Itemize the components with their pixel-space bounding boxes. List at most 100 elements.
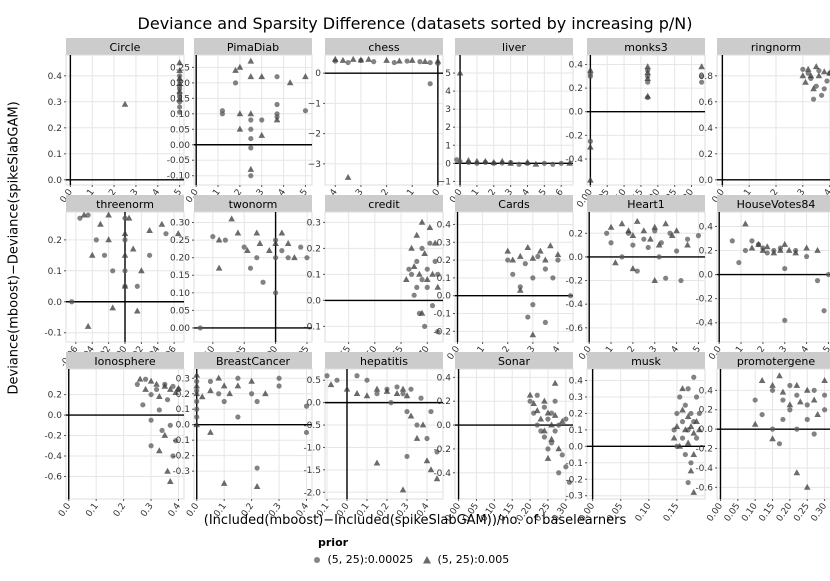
- data-point-circle: [656, 254, 662, 260]
- y-tick-label: -0.1: [172, 436, 190, 446]
- data-point-circle: [303, 429, 310, 436]
- data-point-triangle: [258, 73, 266, 80]
- plot-area: [324, 211, 444, 343]
- data-point-triangle: [687, 422, 695, 429]
- data-point-circle: [248, 145, 254, 151]
- data-point-triangle: [758, 377, 766, 384]
- data-point-circle: [435, 329, 441, 335]
- data-point-circle: [641, 236, 647, 242]
- y-tick-label: 0.4: [699, 386, 714, 396]
- data-point-circle: [414, 284, 420, 290]
- panel-monks3: monks3-0.4-0.20.00.20.40.000.050.100.150…: [565, 38, 706, 210]
- panel-title: threenorm: [96, 198, 154, 211]
- data-point-circle: [804, 402, 810, 408]
- data-point-circle: [663, 275, 669, 281]
- data-point-triangle: [473, 157, 481, 164]
- data-point-circle: [424, 284, 430, 290]
- data-point-circle: [804, 416, 810, 423]
- data-point-circle: [285, 255, 291, 261]
- data-point-circle: [604, 230, 610, 236]
- y-tick-label: 0.3: [437, 238, 451, 248]
- data-point-triangle: [172, 388, 180, 395]
- data-point-circle: [408, 271, 415, 277]
- data-point-triangle: [407, 412, 415, 419]
- data-point-circle: [274, 74, 280, 80]
- y-tick-label: 3: [445, 105, 451, 115]
- panel-strip: [66, 195, 184, 212]
- panel-title: hepatitis: [360, 355, 408, 368]
- y-tick-label: 0.2: [437, 256, 451, 266]
- panel-title: HouseVotes84: [737, 198, 816, 211]
- data-point-triangle: [651, 276, 659, 283]
- data-point-triangle: [226, 390, 233, 397]
- data-point-triangle: [690, 488, 698, 495]
- data-point-circle: [304, 255, 310, 261]
- data-point-circle: [794, 392, 800, 398]
- y-tick-label: 0.0: [48, 298, 63, 308]
- data-point-triangle: [175, 384, 182, 391]
- y-tick-label: 0.5: [307, 376, 321, 386]
- data-point-triangle: [526, 391, 534, 398]
- data-point-triangle: [815, 72, 823, 79]
- data-point-circle: [525, 314, 531, 320]
- panel-strip: [325, 352, 443, 369]
- y-tick-label: 0.05: [170, 125, 190, 135]
- data-point-triangle: [349, 55, 357, 62]
- y-tick-label: -0.4: [44, 452, 62, 462]
- panel-strip: [194, 195, 312, 212]
- data-point-triangle: [742, 220, 749, 227]
- data-point-triangle: [248, 377, 255, 384]
- data-point-circle: [272, 255, 279, 261]
- data-point-circle: [404, 453, 410, 460]
- y-tick-label: 0.30: [170, 219, 190, 229]
- y-tick-label: 0.2: [48, 391, 62, 401]
- data-point-circle: [542, 266, 548, 272]
- data-point-triangle: [399, 385, 407, 392]
- data-point-triangle: [97, 220, 104, 227]
- y-tick-label: 0.0: [48, 176, 63, 186]
- y-tick-label: 0.2: [569, 409, 583, 419]
- plot-area: [716, 54, 830, 186]
- data-point-triangle: [431, 239, 439, 246]
- panel-title: credit: [368, 198, 400, 211]
- data-point-circle: [541, 404, 547, 410]
- data-point-triangle: [776, 372, 783, 379]
- y-tick-label: 0.2: [176, 390, 190, 400]
- data-point-triangle: [490, 158, 498, 165]
- y-tick-label: -0.1: [44, 329, 62, 339]
- data-point-triangle: [121, 282, 129, 289]
- data-point-triangle: [555, 445, 562, 452]
- data-point-circle: [634, 268, 640, 274]
- data-point-triangle: [266, 247, 273, 254]
- y-tick-label: 0.20: [170, 79, 190, 89]
- data-point-triangle: [156, 447, 163, 454]
- data-point-triangle: [633, 217, 641, 224]
- data-point-triangle: [802, 78, 809, 85]
- y-tick-label: 0.4: [48, 72, 63, 82]
- data-point-triangle: [530, 399, 537, 406]
- data-point-circle: [249, 391, 255, 397]
- y-tick-label: 0.1: [176, 405, 190, 415]
- data-point-circle: [530, 302, 536, 308]
- data-point-triangle: [247, 57, 255, 64]
- data-point-circle: [673, 248, 680, 254]
- data-point-circle: [163, 231, 169, 237]
- y-tick-label: 0.0: [48, 411, 63, 421]
- y-axis-label: Deviance(mboost)−Deviance(spikeSlabGAM): [6, 101, 22, 395]
- data-point-triangle: [544, 454, 552, 461]
- data-point-triangle: [748, 244, 756, 251]
- data-point-circle: [685, 479, 691, 486]
- data-point-circle: [682, 451, 688, 458]
- panel-strip: [587, 38, 705, 55]
- data-point-triangle: [792, 249, 799, 256]
- panel-title: musk: [631, 355, 661, 368]
- data-point-circle: [814, 278, 821, 284]
- y-tick-label: -0.1: [433, 310, 451, 320]
- data-point-circle: [567, 293, 574, 299]
- data-point-circle: [254, 255, 260, 261]
- data-point-circle: [207, 378, 214, 384]
- data-point-triangle: [193, 382, 201, 389]
- data-point-circle: [693, 435, 700, 441]
- panel-strip: [66, 38, 184, 55]
- data-point-triangle: [234, 229, 242, 236]
